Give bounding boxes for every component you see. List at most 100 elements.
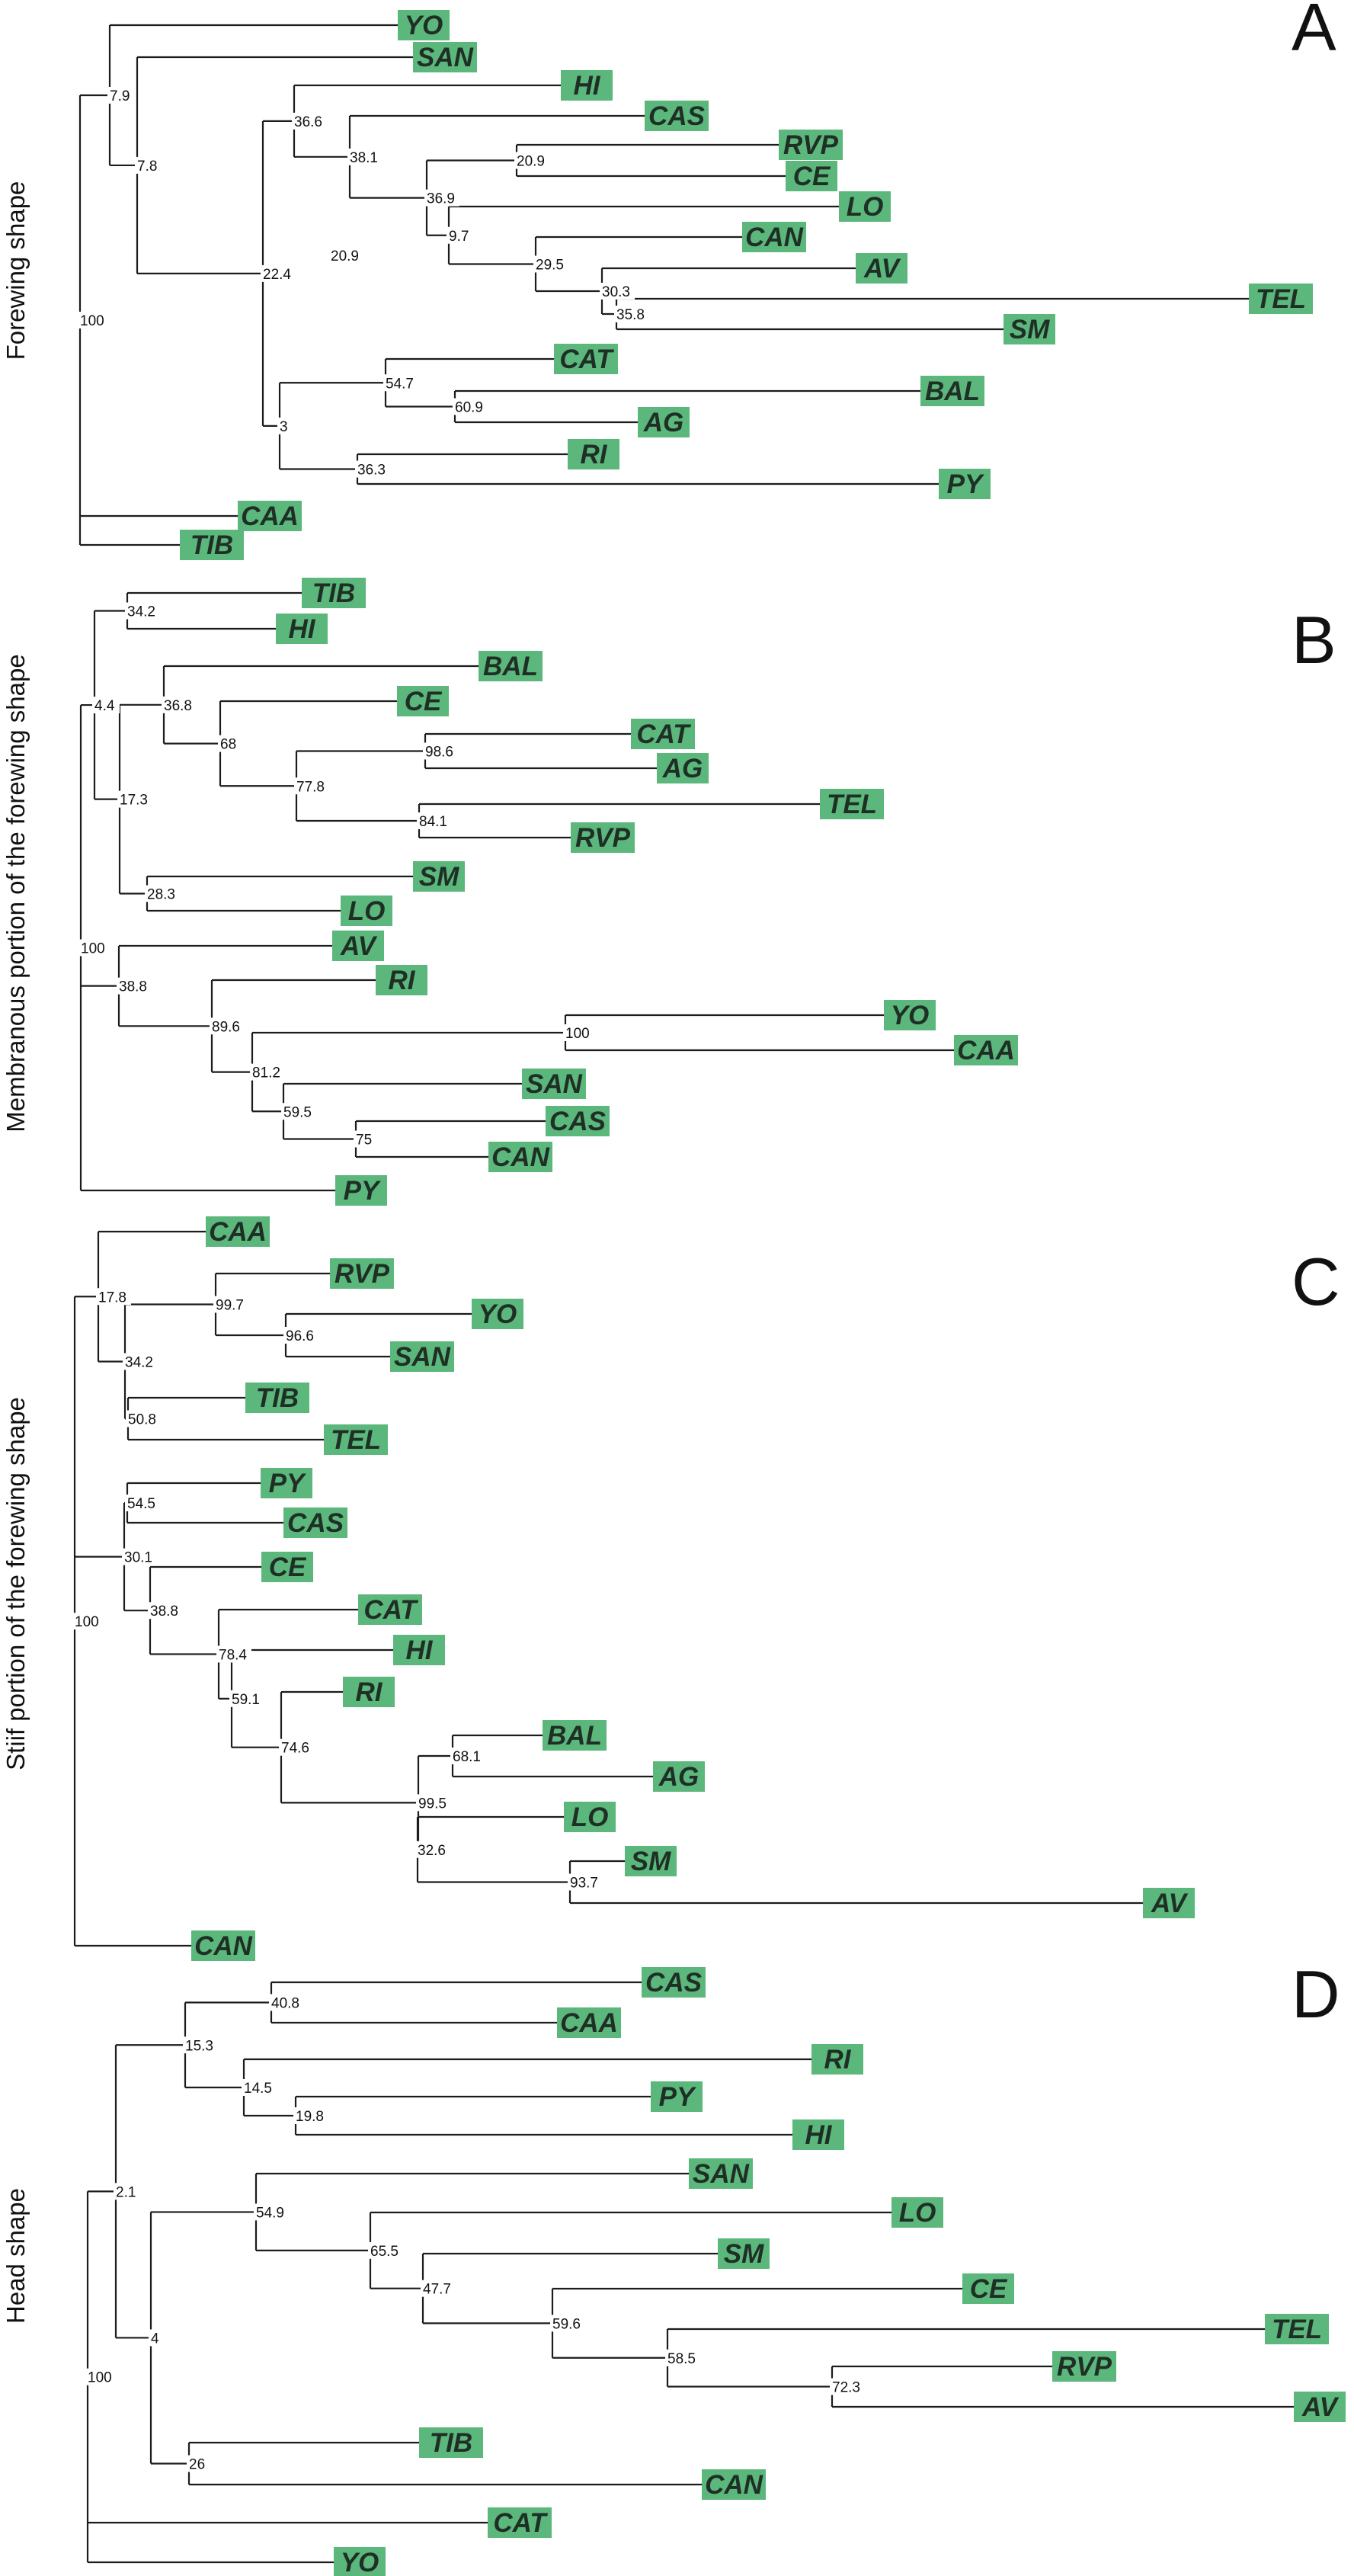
support-value-bg	[514, 152, 549, 169]
support-value: 17.8	[96, 1288, 131, 1306]
tip-can: CAN	[702, 2469, 766, 2500]
tip-box-tel	[1249, 284, 1313, 314]
tip-box-cas	[546, 1106, 610, 1136]
tip-box-bal	[543, 1720, 607, 1751]
support-value: 7.8	[135, 156, 162, 175]
support-value-bg	[368, 2241, 403, 2259]
tip-box-cas	[645, 101, 709, 131]
support-value-label: 36.8	[164, 698, 192, 714]
tip-box-cat	[631, 719, 695, 749]
support-value: 20.9	[514, 152, 549, 170]
tip-box-hi	[276, 614, 328, 644]
support-value-label: 36.6	[294, 114, 322, 130]
tip-tib: TIB	[302, 578, 366, 608]
tip-py: PY	[939, 469, 991, 499]
support-value-bg	[117, 790, 152, 808]
tip-label-hi: HI	[406, 1636, 434, 1665]
tip-label-sm: SM	[724, 2239, 764, 2269]
tip-cat: CAT	[488, 2507, 552, 2538]
support-value-label: 54.5	[127, 1496, 155, 1512]
support-value-label: 84.1	[419, 814, 447, 830]
tip-box-ri	[811, 2044, 863, 2075]
support-value-bg	[78, 311, 105, 328]
support-value: 36.9	[424, 189, 459, 207]
tip-label-hi: HI	[289, 614, 316, 644]
support-value-label: 68.1	[453, 1749, 481, 1765]
support-value-bg	[355, 460, 390, 478]
panel-b: B Membranous portion of the forewing sha…	[2, 578, 1336, 1206]
support-value: 72.3	[830, 2378, 865, 2396]
support-value-bg	[416, 1794, 451, 1812]
support-value: 59.5	[281, 1103, 316, 1120]
tip-label-can: CAN	[491, 1142, 550, 1172]
support-value-label: 100	[81, 941, 105, 957]
support-values: 40.8 19.8 14.5 15.3 72.3 58.5 59.6 47.7 65.5 54.9…	[85, 1994, 865, 2473]
support-value-label: 75	[356, 1133, 372, 1149]
tip-yo: YO	[472, 1299, 523, 1329]
support-value-bg	[269, 1994, 304, 2011]
branches	[79, 591, 954, 1192]
support-value: 38.8	[117, 977, 152, 995]
support-value-bg	[218, 735, 238, 752]
support-value-bg	[135, 156, 162, 174]
tip-box-tib	[302, 578, 366, 608]
tip-label-ri: RI	[581, 440, 608, 469]
support-value-bg	[550, 2315, 585, 2332]
tip-py: PY	[651, 2081, 703, 2112]
tip-box-ri	[343, 1677, 395, 1707]
support-value-bg	[533, 255, 568, 273]
tip-label-yo: YO	[341, 2548, 379, 2576]
tip-label-caa: CAA	[957, 1036, 1015, 1065]
tip-box-ag	[653, 1761, 705, 1792]
support-value-bg	[213, 1296, 248, 1313]
tip-can: CAN	[488, 1142, 552, 1172]
tip-label-yo: YO	[405, 11, 443, 40]
support-value-label: 89.6	[212, 1019, 240, 1035]
tip-ce: CE	[962, 2273, 1014, 2304]
support-value: 100	[85, 2368, 113, 2386]
tip-sm: SM	[625, 1846, 677, 1876]
support-values: 34.2 98.6 84.1 77.8 68 36.8 28.3 17.3 4.4 100 75 59…	[78, 602, 591, 1149]
tip-ri: RI	[376, 965, 427, 995]
tip-hi: HI	[393, 1635, 445, 1665]
support-value-bg	[261, 264, 296, 282]
tip-box-av	[1143, 1888, 1195, 1918]
support-value-label: 59.1	[232, 1692, 260, 1708]
support-value-label: 30.1	[124, 1550, 152, 1566]
support-value-bg	[125, 602, 160, 620]
support-value: 65.5	[368, 2241, 403, 2260]
tip-tel: TEL	[1265, 2314, 1329, 2344]
support-value-bg	[424, 189, 459, 207]
tip-box-can	[488, 1142, 552, 1172]
support-value-label: 54.7	[386, 376, 414, 392]
support-value-label: 100	[565, 1026, 590, 1042]
tip-box-sm	[625, 1846, 677, 1876]
tip-caa: CAA	[238, 501, 302, 531]
support-value-label: 36.9	[427, 191, 455, 207]
support-value-bg	[125, 1495, 160, 1511]
tip-ag: AG	[653, 1761, 705, 1792]
support-value-label: 17.3	[120, 793, 148, 809]
tip-label-rvp: RVP	[575, 823, 631, 853]
tip-ag: AG	[657, 753, 709, 783]
support-value-bg	[85, 2368, 113, 2385]
support-value-label: 34.2	[127, 604, 155, 620]
tip-box-tel	[820, 789, 884, 819]
tip-label-av: AV	[863, 254, 901, 284]
tip-tib: TIB	[419, 2427, 483, 2458]
tip-tel: TEL	[1249, 284, 1313, 314]
tip-box-cat	[358, 1594, 422, 1625]
support-value-bg	[283, 1327, 318, 1344]
tip-box-av	[856, 253, 907, 284]
tip-box-ri	[568, 439, 619, 469]
tip-cat: CAT	[631, 719, 695, 749]
tip-box-caa	[238, 501, 302, 531]
panel-b-tree: TIB HI BAL CE CAT AG TEL RVP SM LO AV RI YO CAA SAN CAS…	[78, 578, 1018, 1206]
support-value-bg	[277, 417, 290, 434]
tip-yo: YO	[334, 2547, 386, 2576]
tip-box-can	[742, 222, 806, 252]
support-value-label: 74.6	[281, 1741, 309, 1757]
tip-label-ri: RI	[824, 2045, 852, 2075]
support-value-label: 20.9	[517, 154, 545, 170]
